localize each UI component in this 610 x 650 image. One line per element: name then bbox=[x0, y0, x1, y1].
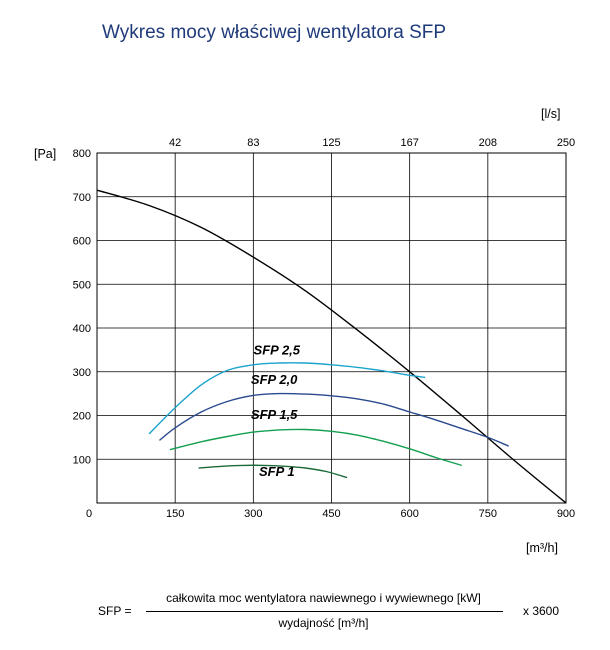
series-line-sfp20 bbox=[159, 392, 509, 447]
sfp-formula: SFP = całkowita moc wentylatora nawiewne… bbox=[98, 591, 578, 635]
fraction-line bbox=[146, 611, 503, 612]
x-tick-label: 750 bbox=[479, 508, 497, 520]
grid bbox=[97, 153, 566, 503]
curves bbox=[96, 189, 567, 504]
x2-tick-label: 125 bbox=[322, 137, 340, 149]
y-tick-label: 200 bbox=[73, 411, 91, 423]
x2-ticks: 42 83 125 167 208 250 bbox=[169, 137, 575, 149]
x-axis-label: [m³/h] bbox=[526, 541, 558, 555]
series-line-sfp25 bbox=[148, 362, 426, 435]
curve-labels: SFP 2,5 SFP 2,0 SFP 1,5 SFP 1 bbox=[251, 342, 301, 479]
x2-axis-label: [l/s] bbox=[541, 107, 560, 121]
y-tick-label: 800 bbox=[73, 148, 91, 160]
y-tick-label: 400 bbox=[73, 323, 91, 335]
chart-title: Wykres mocy właściwej wentylatora SFP bbox=[102, 22, 447, 43]
formula-rhs: x 3600 bbox=[523, 604, 560, 618]
x-tick-label: 450 bbox=[322, 508, 340, 520]
x-tick-label: 600 bbox=[400, 508, 418, 520]
x-tick-label: 900 bbox=[557, 508, 575, 520]
curve-label: SFP 1,5 bbox=[251, 407, 298, 422]
y-axis-label: [Pa] bbox=[34, 147, 56, 161]
curve-label: SFP 2,0 bbox=[251, 372, 298, 387]
plot-frame bbox=[96, 152, 567, 504]
formula-denominator: wydajność [m³/h] bbox=[278, 616, 369, 630]
x2-tick-label: 208 bbox=[479, 137, 497, 149]
series-line-sfp1 bbox=[198, 464, 348, 479]
y-ticks: 100 200 300 400 500 600 700 800 bbox=[73, 148, 91, 466]
curve-label: SFP 2,5 bbox=[254, 342, 301, 357]
series-line-fan bbox=[96, 189, 567, 504]
x2-tick-label: 250 bbox=[557, 137, 575, 149]
x-tick-label: 0 bbox=[86, 508, 92, 520]
y-tick-label: 600 bbox=[73, 236, 91, 248]
y-tick-label: 100 bbox=[73, 454, 91, 466]
x2-tick-label: 167 bbox=[400, 137, 418, 149]
y-tick-label: 300 bbox=[73, 367, 91, 379]
curve-label: SFP 1 bbox=[259, 464, 295, 479]
x2-tick-label: 42 bbox=[169, 137, 181, 149]
y-tick-label: 700 bbox=[73, 192, 91, 204]
y-tick-label: 500 bbox=[73, 279, 91, 291]
sfp-chart: 100 200 300 400 500 600 700 800 0 150 300 450 600 75… bbox=[34, 107, 575, 555]
formula-lhs: SFP = bbox=[98, 604, 132, 618]
series-line-sfp15 bbox=[169, 428, 462, 467]
formula-numerator: całkowita moc wentylatora nawiewnego i w… bbox=[166, 591, 481, 605]
x-tick-label: 300 bbox=[244, 508, 262, 520]
x-tick-label: 150 bbox=[166, 508, 184, 520]
x2-tick-label: 83 bbox=[247, 137, 259, 149]
x-ticks: 0 150 300 450 600 750 900 bbox=[86, 508, 575, 520]
